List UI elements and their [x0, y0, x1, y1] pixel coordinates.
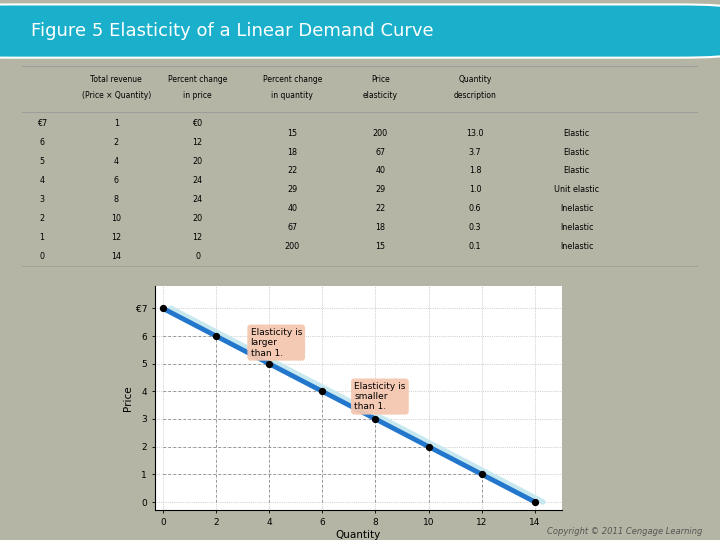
Text: 22: 22	[375, 205, 385, 213]
Text: 8: 8	[114, 195, 119, 204]
FancyBboxPatch shape	[0, 4, 720, 58]
Text: in price: in price	[184, 91, 212, 100]
Text: 15: 15	[287, 129, 297, 138]
Text: 67: 67	[375, 147, 385, 157]
Text: Inelastic: Inelastic	[560, 205, 593, 213]
Point	[210, 332, 222, 340]
Text: 1.0: 1.0	[469, 185, 481, 194]
Text: Quantity: Quantity	[459, 75, 492, 84]
Text: Inelastic: Inelastic	[560, 224, 593, 232]
Point	[157, 304, 168, 313]
Text: 10: 10	[112, 214, 122, 223]
Text: Percent change: Percent change	[168, 75, 228, 84]
Text: Total revenue: Total revenue	[91, 75, 143, 84]
Text: 15: 15	[375, 242, 385, 252]
Text: 1.8: 1.8	[469, 166, 481, 176]
Text: 40: 40	[287, 205, 297, 213]
Text: 14: 14	[112, 252, 122, 261]
Text: 0.3: 0.3	[469, 224, 481, 232]
Text: Inelastic: Inelastic	[560, 242, 593, 252]
Text: Price: Price	[371, 75, 390, 84]
Text: Elastic: Elastic	[564, 129, 590, 138]
Text: 20: 20	[192, 157, 202, 166]
Text: 13.0: 13.0	[467, 129, 484, 138]
Text: (Price × Quantity): (Price × Quantity)	[82, 91, 151, 100]
Text: 40: 40	[375, 166, 385, 176]
Text: 1: 1	[114, 119, 119, 128]
Text: Elastic: Elastic	[564, 147, 590, 157]
Text: 4: 4	[114, 157, 119, 166]
Text: 0.1: 0.1	[469, 242, 481, 252]
Text: Elasticity is
smaller
than 1.: Elasticity is smaller than 1.	[354, 382, 405, 411]
Text: 29: 29	[287, 185, 297, 194]
Text: 12: 12	[192, 233, 202, 242]
Text: 18: 18	[375, 224, 385, 232]
Text: 3.7: 3.7	[469, 147, 482, 157]
Text: in quantity: in quantity	[271, 91, 313, 100]
Text: 24: 24	[192, 176, 202, 185]
Text: 12: 12	[192, 138, 202, 147]
Text: €7: €7	[37, 119, 47, 128]
X-axis label: Quantity: Quantity	[336, 530, 381, 539]
Text: 3: 3	[40, 195, 45, 204]
Text: 0: 0	[195, 252, 200, 261]
Y-axis label: Price: Price	[123, 386, 133, 411]
Text: 4: 4	[40, 176, 45, 185]
Text: 24: 24	[192, 195, 202, 204]
Text: description: description	[454, 91, 497, 100]
Text: Unit elastic: Unit elastic	[554, 185, 599, 194]
Text: 6: 6	[114, 176, 119, 185]
Text: Copyright © 2011 Cengage Learning: Copyright © 2011 Cengage Learning	[546, 526, 702, 536]
Text: 2: 2	[40, 214, 45, 223]
Text: 20: 20	[192, 214, 202, 223]
Text: Figure 5 Elasticity of a Linear Demand Curve: Figure 5 Elasticity of a Linear Demand C…	[31, 22, 433, 40]
Point	[529, 498, 541, 507]
Text: 2: 2	[114, 138, 119, 147]
Text: Elasticity is
larger
than 1.: Elasticity is larger than 1.	[251, 328, 302, 357]
Text: 18: 18	[287, 147, 297, 157]
Text: 0.6: 0.6	[469, 205, 481, 213]
Point	[264, 359, 275, 368]
Text: 67: 67	[287, 224, 297, 232]
Text: 29: 29	[375, 185, 385, 194]
Point	[370, 415, 382, 423]
Text: 200: 200	[373, 129, 388, 138]
Text: €0: €0	[192, 119, 202, 128]
Text: 5: 5	[40, 157, 45, 166]
Text: 6: 6	[40, 138, 45, 147]
Text: Percent change: Percent change	[263, 75, 322, 84]
Text: elasticity: elasticity	[363, 91, 398, 100]
Text: 200: 200	[284, 242, 300, 252]
Text: 22: 22	[287, 166, 297, 176]
Point	[317, 387, 328, 396]
Text: 12: 12	[112, 233, 122, 242]
Point	[423, 442, 434, 451]
Text: Elastic: Elastic	[564, 166, 590, 176]
Text: 0: 0	[40, 252, 45, 261]
Point	[476, 470, 487, 478]
Text: 1: 1	[40, 233, 45, 242]
